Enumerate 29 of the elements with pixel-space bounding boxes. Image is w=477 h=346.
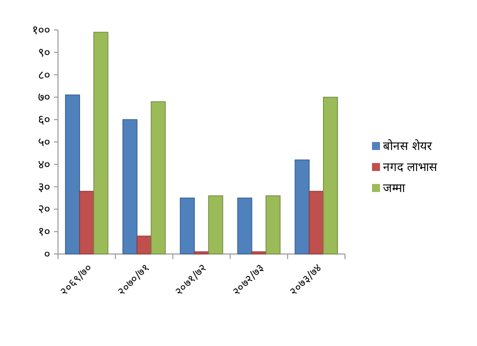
y-tick-label: ४० [38,157,50,172]
y-tick-label: १०० [32,23,50,37]
bar [136,236,152,254]
bar [251,251,266,254]
bar [180,198,195,254]
bar [65,94,80,254]
legend-label: बोनस शेयर [383,139,433,153]
y-tick-label: ० [44,247,50,261]
bar [322,96,338,254]
bar [237,198,252,254]
y-tick-label: ६० [38,112,50,127]
y-tick-label: ७० [38,90,50,104]
bar [122,119,138,254]
bar [150,101,166,254]
y-tick-label: ९० [38,45,50,60]
legend-label: नगद लाभास [383,160,438,174]
y-tick-label: २० [38,202,50,216]
bar [208,195,224,254]
y-tick-label: ५० [38,135,50,149]
bar [294,160,310,254]
y-tick-label: १० [38,224,50,239]
legend-label: जम्मा [383,181,406,195]
bar [308,190,324,254]
bar [266,195,281,254]
y-tick-label: ८० [38,68,50,82]
y-tick-label: ३० [38,180,50,194]
bar [79,190,94,254]
bar [194,251,209,254]
bar [93,32,108,254]
